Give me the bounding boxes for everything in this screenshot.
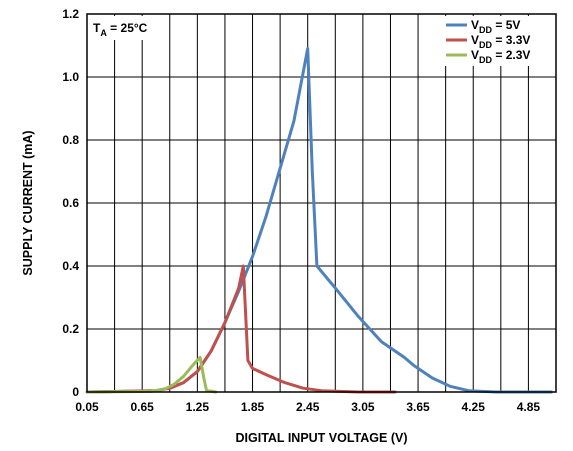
y-tick-label: 0.6 (62, 196, 79, 210)
plot-frame (86, 13, 557, 393)
legend-label-base: V (471, 33, 479, 47)
annotation-text: TA = 25°C (93, 21, 148, 38)
x-tick-label: 0.65 (130, 400, 154, 414)
legend-label-subscript: DD (479, 40, 492, 50)
legend-item-vdd-2v3: VDD = 2.3V (446, 48, 530, 65)
y-tick-label: 0.2 (62, 322, 79, 336)
legend-label-vdd-2v3: VDD = 2.3V (471, 48, 530, 65)
x-tick-label: 1.85 (241, 400, 265, 414)
x-tick-label: 4.85 (517, 400, 541, 414)
y-tick-label: 0.8 (62, 133, 79, 147)
series-line-2 (85, 355, 218, 394)
legend-label-rest: = 5V (492, 18, 520, 32)
series-line-1 (85, 264, 397, 394)
legend-label-rest: = 3.3V (492, 33, 530, 47)
x-axis-label: DIGITAL INPUT VOLTAGE (V) (236, 431, 408, 445)
grid (87, 14, 556, 392)
legend-label-vdd-5v: VDD = 5V (471, 18, 520, 35)
x-tick-label: 0.05 (75, 400, 99, 414)
legend-label-subscript: DD (479, 55, 492, 65)
legend-label-vdd-3v3: VDD = 3.3V (471, 33, 530, 50)
legend-item-vdd-5v: VDD = 5V (446, 18, 520, 35)
annotation-subscript: A (100, 28, 107, 38)
legend: VDD = 5V VDD = 3.3V VDD = 2.3V (443, 16, 554, 66)
y-tick-label: 0 (72, 385, 79, 399)
series-line-0 (85, 47, 553, 394)
y-axis-label: SUPPLY CURRENT (mA) (21, 130, 35, 275)
legend-label-subscript: DD (479, 25, 492, 35)
legend-label-rest: = 2.3V (492, 48, 530, 62)
legend-label-base: V (471, 48, 479, 62)
x-tick-label: 2.45 (296, 400, 320, 414)
x-axis-ticks: 0.05 0.65 1.25 1.85 2.45 3.05 3.65 4.25 4.85 (75, 400, 540, 414)
temperature-annotation: TA = 25°C (89, 16, 169, 40)
legend-item-vdd-3v3: VDD = 3.3V (446, 33, 530, 50)
x-tick-label: 1.25 (186, 400, 210, 414)
annotation-background (89, 16, 169, 40)
y-tick-label: 1.0 (62, 70, 79, 84)
y-tick-label: 0.4 (62, 259, 79, 273)
annotation-base: T (93, 21, 101, 35)
annotation-rest: = 25°C (107, 21, 148, 35)
legend-label-base: V (471, 18, 479, 32)
series-lines (85, 47, 553, 394)
x-tick-label: 3.05 (351, 400, 375, 414)
x-tick-label: 3.65 (406, 400, 430, 414)
y-axis-ticks: 0 0.2 0.4 0.6 0.8 1.0 1.2 (62, 7, 79, 399)
y-tick-label: 1.2 (62, 7, 79, 21)
x-tick-label: 4.25 (462, 400, 486, 414)
